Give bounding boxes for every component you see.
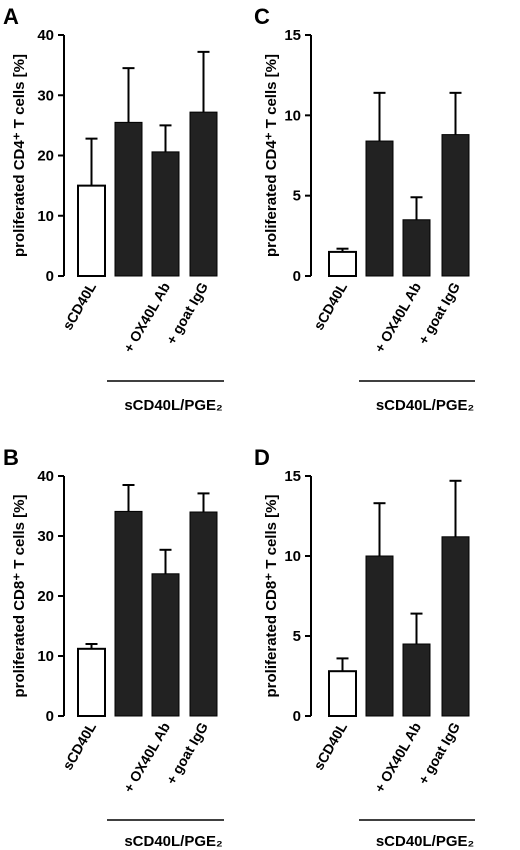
y-tick-label: 40 — [37, 468, 54, 485]
bar — [441, 536, 470, 717]
bar — [328, 250, 357, 277]
y-tick-label: 20 — [37, 148, 54, 165]
category-label: + OX40L Ab — [371, 720, 424, 796]
panel-letter: B — [3, 445, 19, 470]
bar — [189, 511, 218, 717]
y-tick-label: 15 — [284, 27, 301, 44]
y-tick-label: 0 — [293, 708, 301, 725]
bar — [77, 184, 106, 277]
bar — [402, 219, 431, 277]
bar — [114, 121, 143, 277]
panel-letter: C — [254, 4, 270, 29]
category-label: sCD40L — [59, 279, 99, 333]
bar — [365, 555, 394, 717]
y-tick-label: 30 — [37, 528, 54, 545]
category-label: + OX40L Ab — [120, 720, 173, 796]
category-label: sCD40L — [59, 719, 99, 773]
y-tick-label: 40 — [37, 27, 54, 44]
group-label: sCD40L/PGE₂ — [376, 833, 474, 850]
y-tick-label: 0 — [46, 268, 54, 285]
bar — [151, 151, 180, 277]
y-tick-label: 20 — [37, 588, 54, 605]
category-label: + OX40L Ab — [120, 280, 173, 356]
y-axis-title: proliferated CD4⁺ T cells [%] — [263, 54, 280, 257]
chart-panel-b: B 0 10 20 30 40 proliferated CD8⁺ T cells [%] s… — [3, 445, 224, 850]
panel-letter: A — [3, 4, 19, 29]
y-tick-label: 0 — [46, 708, 54, 725]
y-tick-label: 5 — [293, 628, 301, 645]
category-label: sCD40L — [310, 719, 350, 773]
category-label: sCD40L — [310, 279, 350, 333]
panel-letter: D — [254, 445, 270, 470]
y-tick-label: 0 — [293, 268, 301, 285]
group-label: sCD40L/PGE₂ — [124, 397, 222, 414]
y-tick-label: 30 — [37, 87, 54, 104]
bar — [402, 643, 431, 717]
y-tick-label: 10 — [284, 107, 301, 124]
bar — [365, 140, 394, 277]
bar — [441, 134, 470, 277]
y-axis-title: proliferated CD4⁺ T cells [%] — [11, 54, 28, 257]
y-tick-label: 10 — [37, 648, 54, 665]
category-label: + OX40L Ab — [371, 280, 424, 356]
bar — [151, 573, 180, 717]
y-axis-title: proliferated CD8⁺ T cells [%] — [263, 495, 280, 698]
y-tick-label: 10 — [37, 208, 54, 225]
y-tick-label: 5 — [293, 188, 301, 205]
y-axis-title: proliferated CD8⁺ T cells [%] — [11, 495, 28, 698]
bar — [77, 647, 106, 717]
y-tick-label: 10 — [284, 548, 301, 565]
bar — [189, 111, 218, 277]
group-label: sCD40L/PGE₂ — [124, 833, 222, 850]
chart-panel-a: A 0 10 20 30 40 proliferated CD4⁺ T cells [%] s… — [3, 4, 224, 414]
y-tick-label: 15 — [284, 468, 301, 485]
bar — [114, 510, 143, 717]
bar — [328, 670, 357, 718]
group-label: sCD40L/PGE₂ — [376, 397, 474, 414]
